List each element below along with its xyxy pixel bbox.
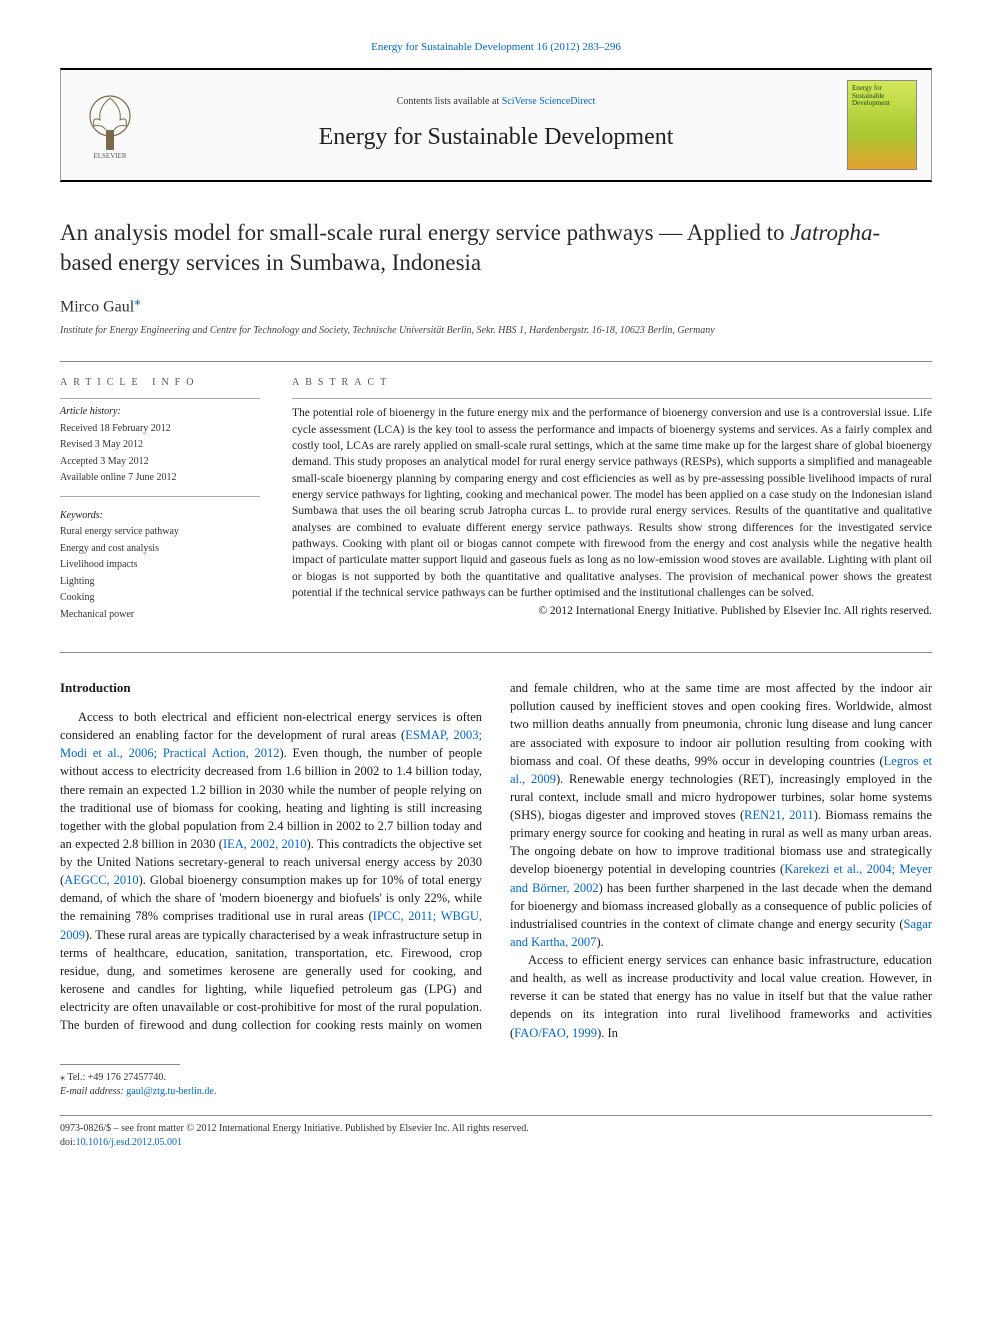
keywords-label: Keywords: [60, 509, 260, 524]
keyword-item: Livelihood impacts [60, 558, 260, 573]
corresponding-author-marker: ⁎ [134, 293, 141, 308]
corresponding-author-footnote: ⁎ Tel.: +49 176 27457740. E-mail address… [60, 1071, 932, 1099]
email-label: E-mail address: [60, 1086, 126, 1097]
history-item: Received 18 February 2012 [60, 422, 260, 437]
abstract-text: The potential role of bioenergy in the f… [292, 405, 932, 601]
history-item: Accepted 3 May 2012 [60, 455, 260, 470]
keyword-item: Rural energy service pathway [60, 525, 260, 540]
keyword-item: Energy and cost analysis [60, 542, 260, 557]
citation-link[interactable]: FAO/FAO, 1999 [514, 1026, 597, 1040]
text: ). These rural areas are typically chara… [60, 928, 482, 996]
tel-line: ⁎ Tel.: +49 176 27457740. [60, 1071, 932, 1085]
body-paragraph: Access to efficient energy services can … [510, 951, 932, 1042]
citation-link[interactable]: AEGCC, 2010 [64, 873, 138, 887]
author-name: Mirco Gaul [60, 298, 134, 315]
citation-link[interactable]: REN21, 2011 [744, 808, 814, 822]
contents-available-line: Contents lists available at SciVerse Sci… [145, 95, 847, 110]
email-line: E-mail address: gaul@ztg.tu-berlin.de. [60, 1085, 932, 1099]
title-part-italic: Jatropha [790, 220, 872, 245]
footnote-divider [60, 1064, 180, 1065]
author-affiliation: Institute for Energy Engineering and Cen… [60, 324, 932, 339]
svg-text:ELSEVIER: ELSEVIER [93, 152, 126, 160]
keyword-item: Cooking [60, 591, 260, 606]
publisher-logo: ELSEVIER [75, 90, 145, 160]
journal-cover-thumbnail: Energy for Sustainable Development [847, 80, 917, 170]
text: ). Even though, the number of people wit… [60, 746, 482, 851]
divider [292, 398, 932, 399]
text: ). [596, 935, 603, 949]
abstract-copyright: © 2012 International Energy Initiative. … [292, 603, 932, 620]
divider [60, 361, 932, 362]
author-line: Mirco Gaul⁎ [60, 292, 932, 319]
article-meta-row: article info Article history: Received 1… [60, 376, 932, 625]
article-body: Introduction Access to both electrical a… [60, 679, 932, 1042]
journal-name: Energy for Sustainable Development [145, 120, 847, 155]
author-email-link[interactable]: gaul@ztg.tu-berlin.de [126, 1086, 214, 1097]
keyword-item: Mechanical power [60, 608, 260, 623]
history-item: Available online 7 June 2012 [60, 471, 260, 486]
history-item: Revised 3 May 2012 [60, 438, 260, 453]
elsevier-tree-icon: ELSEVIER [80, 90, 140, 160]
doi-label: doi: [60, 1137, 76, 1148]
doi-link[interactable]: 10.1016/j.esd.2012.05.001 [76, 1137, 182, 1148]
article-title: An analysis model for small-scale rural … [60, 218, 932, 278]
article-info-block: article info Article history: Received 1… [60, 376, 260, 625]
citation-link[interactable]: IEA, 2002, 2010 [223, 837, 307, 851]
introduction-heading: Introduction [60, 679, 482, 698]
keyword-item: Lighting [60, 575, 260, 590]
title-part-pre: An analysis model for small-scale rural … [60, 220, 790, 245]
abstract-label: abstract [292, 376, 932, 391]
contents-prefix: Contents lists available at [397, 96, 502, 107]
page-footer-meta: 0973-0826/$ – see front matter © 2012 In… [60, 1115, 932, 1151]
divider [60, 652, 932, 653]
abstract-block: abstract The potential role of bioenergy… [292, 376, 932, 625]
article-info-label: article info [60, 376, 260, 391]
doi-line: doi:10.1016/j.esd.2012.05.001 [60, 1136, 932, 1151]
cover-text: Energy for Sustainable Development [852, 84, 890, 107]
divider [60, 398, 260, 399]
email-period: . [214, 1086, 217, 1097]
divider [60, 496, 260, 497]
journal-citation-header: Energy for Sustainable Development 16 (2… [60, 40, 932, 56]
journal-masthead: ELSEVIER Contents lists available at Sci… [60, 68, 932, 182]
text: ). In [597, 1026, 618, 1040]
journal-center-block: Contents lists available at SciVerse Sci… [145, 95, 847, 154]
issn-copyright-line: 0973-0826/$ – see front matter © 2012 In… [60, 1122, 932, 1137]
sciencedirect-link[interactable]: SciVerse ScienceDirect [502, 96, 596, 107]
article-history-label: Article history: [60, 405, 260, 420]
